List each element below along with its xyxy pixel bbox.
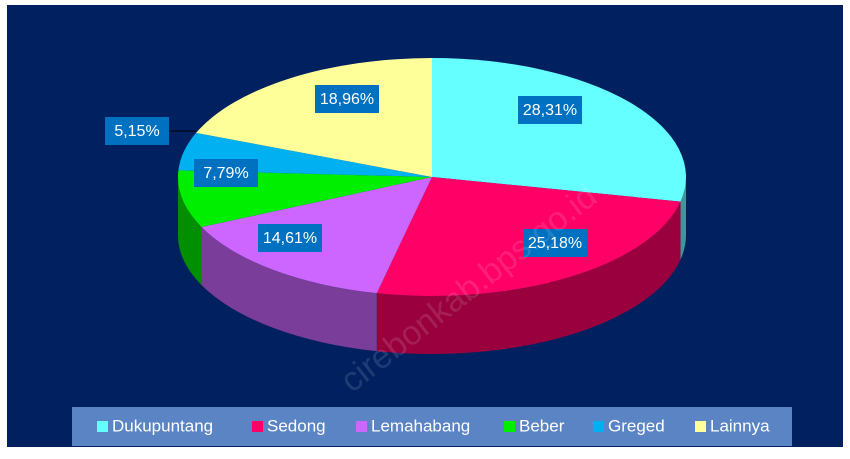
data-label: 18,96%	[320, 91, 374, 108]
label-box	[315, 85, 379, 113]
legend-swatch	[356, 421, 367, 432]
legend-swatch	[252, 421, 263, 432]
label-box	[258, 224, 322, 252]
legend-label: Greged	[608, 416, 665, 435]
data-label: 25,18%	[528, 235, 582, 252]
label-box	[194, 159, 258, 187]
legend-label: Dukupuntang	[112, 416, 213, 435]
data-labels: 28,31% 25,18% 14,61% 7,79% 5,15% 18,96%	[105, 85, 587, 257]
label-box	[523, 229, 587, 257]
legend-swatch	[97, 421, 108, 432]
pie-side	[680, 177, 686, 260]
pie-slice	[432, 58, 686, 202]
legend-label: Lainnya	[710, 416, 770, 435]
legend: Dukupuntang Sedong Lemahabang Beber Greged La…	[97, 416, 770, 435]
legend-swatch	[593, 421, 604, 432]
data-label: 5,15%	[114, 123, 159, 140]
data-label: 14,61%	[263, 230, 317, 247]
legend-box	[72, 407, 792, 446]
pie-side	[376, 201, 681, 354]
legend-label: Sedong	[267, 416, 326, 435]
label-box	[105, 117, 169, 145]
pie-side	[178, 177, 202, 285]
legend-label: Beber	[519, 416, 565, 435]
legend-swatch	[695, 421, 706, 432]
pie-side	[201, 226, 377, 352]
label-box	[518, 96, 582, 124]
data-label: 28,31%	[523, 102, 577, 119]
data-label: 7,79%	[203, 165, 248, 182]
legend-label: Lemahabang	[371, 416, 470, 435]
legend-swatch	[504, 421, 515, 432]
